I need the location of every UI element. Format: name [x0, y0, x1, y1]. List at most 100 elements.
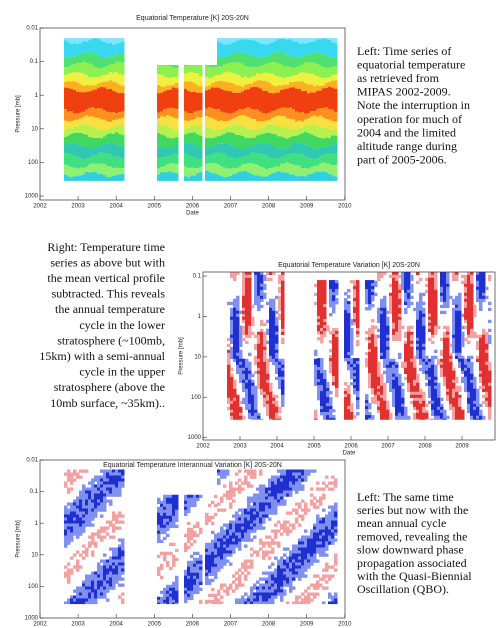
contour-cell: [205, 552, 209, 555]
contour-band: [226, 44, 230, 57]
contour-cell: [335, 388, 339, 397]
contour-band: [172, 138, 176, 147]
contour-band: [325, 78, 329, 83]
contour-cell: [247, 559, 251, 562]
y-tick-label: 1: [198, 314, 202, 320]
contour-cell: [97, 577, 101, 580]
contour-cell: [214, 504, 218, 507]
contour-cell: [121, 598, 125, 604]
contour-band: [250, 38, 254, 40]
contour-cell: [275, 311, 279, 314]
contour-cell: [347, 361, 351, 364]
contour-band: [265, 120, 269, 125]
contour-band: [187, 81, 191, 91]
contour-band: [292, 57, 296, 68]
contour-cell: [389, 413, 393, 420]
contour-band: [79, 84, 83, 92]
contour-cell: [323, 331, 327, 337]
contour-cell: [347, 304, 351, 313]
contour-cell: [236, 311, 240, 314]
contour-cell: [268, 592, 272, 598]
contour-cell: [350, 412, 354, 420]
contour-band: [277, 126, 281, 137]
contour-cell: [73, 598, 77, 601]
contour-band: [298, 113, 302, 121]
contour-band: [289, 38, 293, 39]
contour-band: [88, 85, 92, 91]
contour-cell: [485, 362, 489, 365]
contour-band: [322, 54, 326, 67]
contour-cell: [241, 562, 245, 568]
contour-band: [307, 54, 311, 62]
contour-cell: [280, 589, 284, 592]
contour-band: [103, 120, 107, 130]
contour-band: [238, 125, 242, 135]
contour-cell: [64, 535, 68, 547]
contour-cell: [298, 514, 302, 517]
contour-cell: [353, 376, 357, 379]
contour-cell: [334, 553, 338, 565]
contour-band: [289, 174, 293, 180]
contour-band: [256, 38, 260, 42]
contour-cell: [274, 529, 278, 538]
contour-cell: [461, 359, 465, 371]
contour-cell: [217, 472, 221, 475]
contour-cell: [193, 525, 197, 528]
contour-cell: [106, 481, 110, 484]
contour-cell: [298, 562, 302, 565]
contour-cell: [88, 535, 92, 538]
contour-cell: [464, 338, 468, 341]
contour-cell: [322, 529, 326, 532]
contour-band: [211, 154, 215, 163]
contour-cell: [401, 407, 405, 416]
contour-cell: [428, 320, 432, 323]
contour-band: [262, 65, 266, 73]
contour-cell: [235, 535, 239, 544]
contour-cell: [365, 394, 369, 400]
contour-band: [253, 153, 257, 164]
contour-cell: [91, 511, 95, 520]
contour-cell: [238, 484, 242, 493]
contour-cell: [461, 332, 465, 347]
contour-cell: [356, 364, 360, 391]
contour-cell: [229, 562, 233, 565]
contour-band: [169, 163, 173, 171]
contour-cell: [263, 392, 267, 395]
contour-cell: [413, 392, 417, 395]
contour-cell: [76, 514, 80, 523]
contour-cell: [85, 598, 89, 601]
contour-band: [109, 57, 113, 65]
contour-band: [307, 157, 311, 168]
contour-cell: [106, 478, 110, 481]
contour-band: [166, 109, 170, 116]
contour-cell: [262, 541, 266, 547]
contour-band: [319, 66, 323, 78]
contour-band: [64, 82, 68, 88]
contour-cell: [286, 556, 290, 562]
contour-band: [229, 114, 233, 120]
contour-cell: [277, 520, 281, 523]
contour-cell: [244, 508, 248, 514]
contour-cell: [278, 362, 282, 365]
contour-cell: [380, 353, 384, 356]
contour-cell: [449, 353, 453, 356]
contour-band: [229, 145, 233, 158]
contour-band: [163, 135, 167, 148]
contour-band: [208, 172, 212, 181]
contour-cell: [334, 538, 338, 541]
contour-cell: [434, 272, 438, 290]
contour-band: [274, 125, 278, 134]
contour-cell: [247, 529, 251, 541]
contour-cell: [253, 508, 257, 511]
contour-cell: [275, 332, 279, 335]
contour-band: [331, 110, 335, 121]
contour-cell: [254, 344, 258, 350]
contour-cell: [322, 487, 326, 490]
contour-cell: [103, 553, 107, 556]
contour-band: [88, 40, 92, 52]
contour-cell: [292, 484, 296, 490]
contour-cell: [112, 547, 116, 556]
contour-cell: [347, 358, 351, 361]
contour-band: [166, 90, 170, 109]
contour-band: [307, 62, 311, 74]
